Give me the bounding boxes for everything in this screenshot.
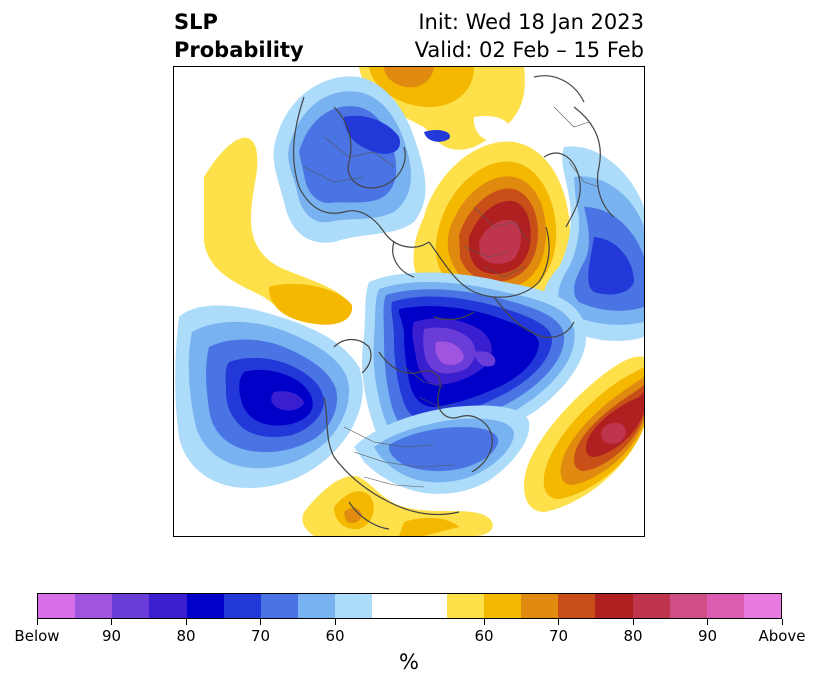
chart-title-left: SLP Probability	[174, 8, 304, 64]
colorbar-swatch	[112, 594, 150, 618]
colorbar-tick	[781, 619, 783, 625]
colorbar-swatch	[75, 594, 113, 618]
colorbar-swatch	[372, 594, 410, 618]
colorbar-tick-label: 80	[623, 627, 643, 645]
colorbar-tick-label: 70	[250, 627, 271, 645]
colorbar-swatch	[706, 594, 744, 618]
colorbar-swatch	[446, 594, 484, 618]
colorbar-tick	[558, 619, 559, 625]
colorbar-swatch	[223, 594, 261, 618]
colorbar-tick	[483, 619, 485, 625]
coastlines	[292, 75, 615, 530]
colorbar-tick-label: Above	[758, 627, 806, 645]
title-product: Probability	[174, 38, 304, 62]
colorbar-tick-label: 90	[101, 627, 122, 645]
colorbar-swatch	[260, 594, 299, 618]
colorbar-swatch	[595, 594, 633, 618]
title-init-date: Init: Wed 18 Jan 2023	[418, 10, 644, 34]
colorbar-tick-label: Below	[14, 627, 60, 645]
colorbar-tick-label: 70	[548, 627, 569, 645]
below-normal-north-atlantic	[542, 146, 644, 342]
probability-map	[173, 66, 645, 537]
colorbar-tick-label: 90	[697, 627, 718, 645]
above-normal-central-pacific	[204, 137, 353, 325]
colorbar-swatch	[558, 594, 596, 618]
colorbar-tick	[111, 619, 112, 625]
colorbar-swatch	[335, 594, 373, 618]
colorbar-tick	[260, 619, 261, 625]
above-normal-siberia	[413, 141, 570, 316]
colorbar-unit-label: %	[399, 650, 419, 674]
above-normal-aleutian	[359, 67, 525, 150]
colorbar-swatch	[521, 594, 559, 618]
colorbar-tick	[707, 619, 708, 625]
colorbar-tick	[185, 619, 187, 625]
colorbar-tick-label: 80	[176, 627, 196, 645]
colorbar-tick	[632, 619, 634, 625]
colorbar-swatch	[409, 594, 447, 618]
title-variable: SLP	[174, 10, 218, 34]
colorbar-swatch	[669, 594, 707, 618]
colorbar-swatch	[149, 594, 187, 618]
colorbar-tick	[334, 619, 336, 625]
colorbar-swatch	[38, 594, 76, 618]
colorbar-swatch	[298, 594, 336, 618]
map-canvas	[175, 67, 644, 536]
below-normal-canada-greenland	[362, 272, 587, 463]
chart-title-right: Init: Wed 18 Jan 2023 Valid: 02 Feb – 15…	[415, 8, 644, 64]
title-valid-range: Valid: 02 Feb – 15 Feb	[414, 38, 644, 62]
colorbar-swatch	[632, 594, 670, 618]
colorbar-swatch	[186, 594, 224, 618]
colorbar-swatch	[483, 594, 522, 618]
colorbar-tick	[36, 619, 38, 625]
colorbar-tick-label: 60	[325, 627, 345, 645]
colorbar	[37, 593, 782, 619]
above-normal-central-atlantic	[524, 356, 644, 512]
below-normal-north-pacific	[175, 305, 363, 488]
country-borders	[303, 106, 600, 488]
colorbar-swatch	[743, 594, 782, 618]
colorbar-tick-label: 60	[474, 627, 494, 645]
